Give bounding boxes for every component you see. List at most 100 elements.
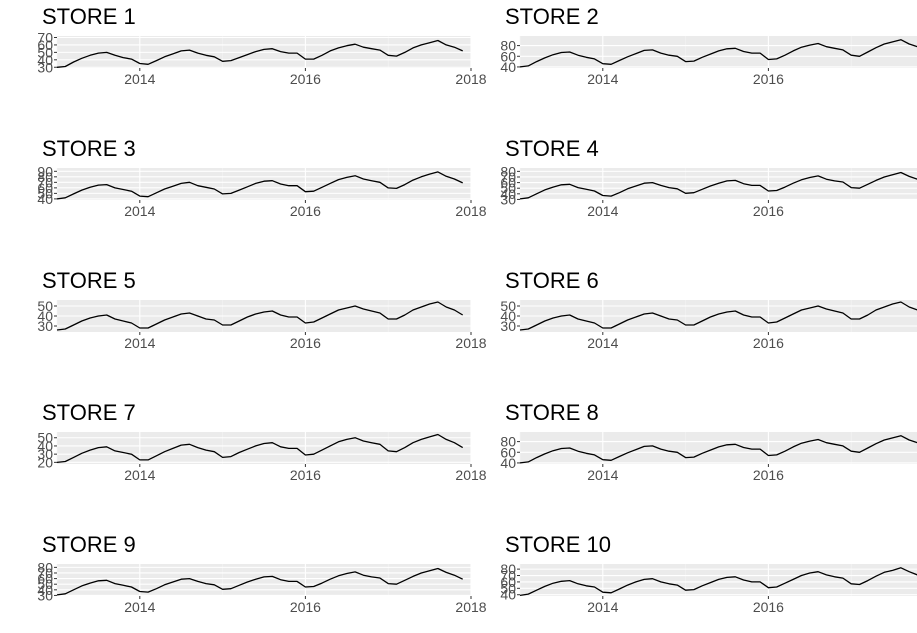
y-tick-label: 30 — [500, 191, 516, 207]
x-tick-label: 2014 — [587, 71, 618, 87]
series-line — [519, 39, 917, 68]
series-line — [519, 435, 917, 464]
y-tick-label: 30 — [37, 446, 53, 462]
y-tick-label: 60 — [500, 48, 516, 64]
y-tick-label: 70 — [37, 174, 53, 190]
series-line — [519, 171, 917, 200]
y-tick-label: 40 — [37, 308, 53, 324]
x-tick-label: 2016 — [753, 71, 784, 87]
x-tick-label: 2018 — [455, 467, 486, 483]
y-tick-label: 80 — [500, 561, 516, 577]
y-tick-label: 40 — [37, 52, 53, 68]
panel-store-8: STORE 8406080201420162018 — [500, 400, 917, 483]
panel-title: STORE 10 — [505, 532, 611, 557]
y-tick-label: 80 — [37, 169, 53, 185]
y-tick-label: 40 — [500, 587, 516, 603]
panel-store-6: STORE 6304050201420162018 — [500, 268, 917, 351]
plot-background — [520, 432, 917, 464]
y-tick-label: 50 — [500, 580, 516, 596]
y-tick-label: 50 — [500, 298, 516, 314]
x-tick-label: 2018 — [455, 335, 486, 351]
series-line — [519, 301, 917, 331]
plot-background — [520, 36, 917, 68]
y-tick-label: 40 — [37, 191, 53, 207]
y-tick-label: 50 — [37, 44, 53, 60]
x-tick-label: 2016 — [290, 203, 321, 219]
y-tick-label: 20 — [37, 454, 53, 470]
x-tick-label: 2018 — [455, 599, 486, 615]
x-tick-label: 2014 — [587, 467, 618, 483]
x-tick-label: 2016 — [290, 71, 321, 87]
x-tick-label: 2014 — [587, 203, 618, 219]
x-tick-label: 2016 — [753, 335, 784, 351]
panel-title: STORE 4 — [505, 136, 599, 161]
panel-title: STORE 6 — [505, 268, 599, 293]
panel-title: STORE 7 — [42, 400, 136, 425]
plot-background — [57, 168, 471, 200]
y-tick-label: 40 — [500, 455, 516, 471]
x-tick-label: 2014 — [124, 599, 155, 615]
panel-title: STORE 2 — [505, 4, 599, 29]
y-tick-label: 40 — [37, 438, 53, 454]
panel-store-4: STORE 4304050607080201420162018 — [500, 136, 917, 219]
y-tick-label: 50 — [37, 298, 53, 314]
y-tick-label: 70 — [37, 29, 53, 45]
plot-background — [57, 564, 471, 596]
x-tick-label: 2016 — [753, 599, 784, 615]
y-tick-label: 80 — [500, 434, 516, 450]
panel-store-2: STORE 2406080201420162018 — [500, 4, 917, 87]
y-tick-label: 40 — [500, 186, 516, 202]
y-tick-label: 80 — [500, 163, 516, 179]
y-tick-label: 60 — [500, 444, 516, 460]
y-tick-label: 60 — [500, 175, 516, 191]
y-tick-label: 60 — [500, 574, 516, 590]
series-line — [56, 171, 463, 200]
y-tick-label: 50 — [37, 185, 53, 201]
y-tick-label: 40 — [37, 582, 53, 598]
x-tick-label: 2016 — [290, 599, 321, 615]
x-tick-label: 2014 — [124, 467, 155, 483]
y-tick-label: 40 — [500, 59, 516, 75]
x-tick-label: 2018 — [455, 71, 486, 87]
x-tick-label: 2016 — [753, 467, 784, 483]
panel-title: STORE 3 — [42, 136, 136, 161]
y-tick-label: 70 — [500, 169, 516, 185]
series-line — [56, 433, 464, 464]
y-tick-label: 30 — [37, 318, 53, 334]
panel-title: STORE 5 — [42, 268, 136, 293]
series-line — [519, 567, 917, 597]
x-tick-label: 2018 — [455, 203, 486, 219]
y-tick-label: 50 — [37, 430, 53, 446]
y-tick-label: 70 — [37, 565, 53, 581]
series-line — [56, 567, 463, 596]
y-tick-label: 50 — [37, 576, 53, 592]
x-tick-label: 2014 — [124, 335, 155, 351]
panel-title: STORE 9 — [42, 532, 136, 557]
plot-background — [57, 432, 471, 464]
series-line — [56, 301, 464, 331]
x-tick-label: 2014 — [124, 71, 155, 87]
y-tick-label: 30 — [37, 587, 53, 603]
x-tick-label: 2014 — [124, 203, 155, 219]
x-tick-label: 2016 — [290, 335, 321, 351]
x-tick-label: 2016 — [290, 467, 321, 483]
y-tick-label: 60 — [37, 180, 53, 196]
x-tick-label: 2014 — [587, 335, 618, 351]
y-tick-label: 30 — [37, 59, 53, 75]
y-tick-label: 80 — [37, 559, 53, 575]
y-tick-label: 80 — [500, 38, 516, 54]
plot-background — [520, 168, 917, 200]
x-tick-label: 2014 — [587, 599, 618, 615]
x-tick-label: 2016 — [753, 203, 784, 219]
panel-title: STORE 1 — [42, 4, 136, 29]
y-tick-label: 60 — [37, 37, 53, 53]
y-tick-label: 70 — [500, 568, 516, 584]
panel-title: STORE 8 — [505, 400, 599, 425]
y-tick-label: 40 — [500, 308, 516, 324]
y-tick-label: 50 — [500, 180, 516, 196]
